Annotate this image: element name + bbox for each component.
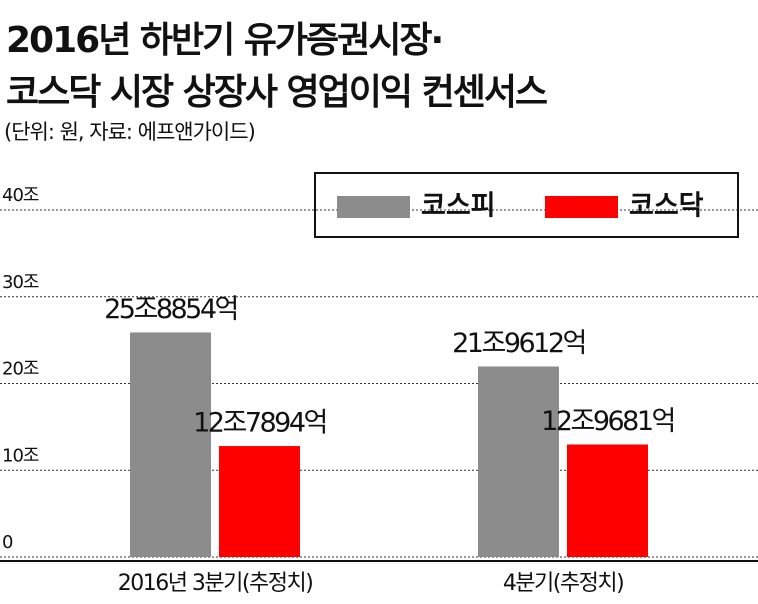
x-tick-label: 2016년 3분기(추정치): [118, 571, 313, 596]
bar: [219, 446, 300, 557]
value-label: 21조9612억: [452, 328, 585, 359]
chart-title: 2016년 하반기 유가증권시장·: [6, 20, 442, 61]
bar: [130, 332, 211, 557]
x-tick-label: 4분기(추정치): [503, 571, 623, 596]
legend-label: 코스닥: [629, 191, 704, 222]
value-label: 12조9681억: [541, 406, 674, 437]
y-tick-label: 20조: [2, 359, 39, 380]
bar: [478, 366, 559, 557]
legend-swatch: [337, 196, 410, 218]
legend-swatch: [545, 196, 618, 218]
y-tick-label: 40조: [2, 185, 39, 206]
chart-subtitle: (단위: 원, 자료: 에프앤가이드): [4, 120, 255, 144]
legend-label: 코스피: [421, 191, 496, 222]
y-tick-label: 10조: [2, 445, 39, 466]
value-label: 25조8854억: [104, 294, 237, 325]
y-tick-label: 0: [2, 532, 13, 553]
value-label: 12조7894억: [193, 408, 326, 439]
chart-title: 코스닥 시장 상장사 영업이익 컨센서스: [6, 72, 547, 113]
bar: [567, 444, 648, 557]
y-tick-label: 30조: [2, 272, 39, 293]
